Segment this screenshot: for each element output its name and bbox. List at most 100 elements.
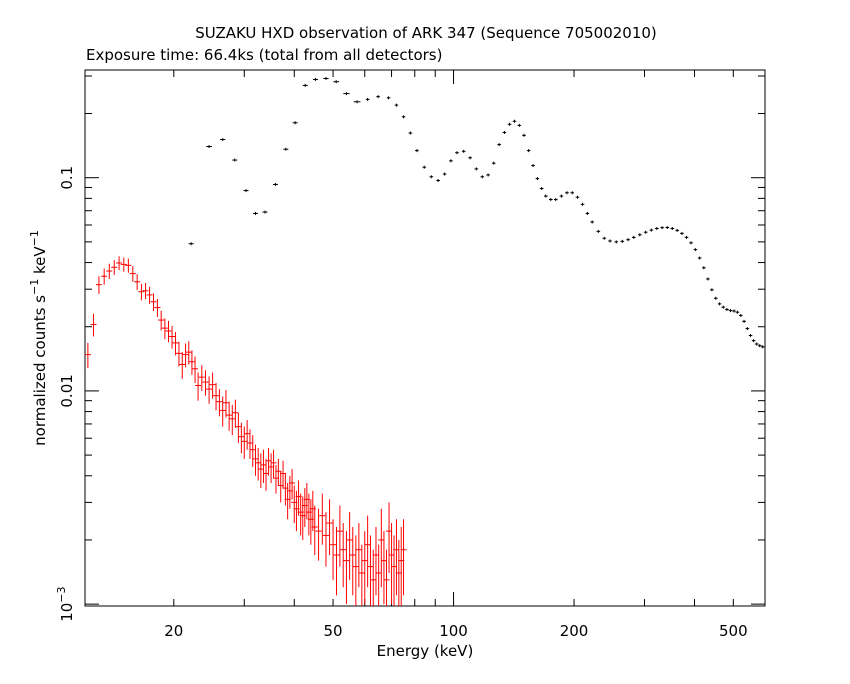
data-point [684, 235, 689, 239]
data-point [209, 372, 216, 399]
data-point [436, 179, 440, 183]
data-point [474, 167, 479, 171]
data-point [252, 444, 259, 476]
data-point [154, 298, 161, 318]
data-point [161, 318, 168, 340]
data-point [680, 231, 684, 235]
data-point [333, 527, 340, 596]
y-tick-exp-power: −3 [55, 586, 68, 602]
data-point [596, 229, 601, 233]
data-point [101, 268, 108, 285]
data-point [725, 307, 729, 311]
data-point [728, 309, 733, 313]
data-point [120, 257, 127, 272]
data-point [340, 523, 347, 588]
y-tick-label: 0.01 [58, 374, 76, 407]
data-point [721, 305, 726, 309]
data-point [343, 531, 350, 605]
data-point [757, 344, 762, 348]
data-point [649, 228, 654, 232]
data-series-layer [84, 76, 765, 606]
data-point [243, 189, 249, 193]
data-point [116, 256, 123, 271]
data-point [543, 194, 548, 198]
data-point [272, 182, 278, 186]
data-point [220, 138, 226, 142]
data-point [142, 282, 149, 300]
data-point [229, 404, 236, 436]
data-point [206, 376, 213, 404]
x-tick-label: 500 [719, 622, 748, 640]
data-point [244, 420, 251, 450]
data-point [346, 512, 353, 580]
data-point [710, 288, 714, 292]
data-point [638, 233, 642, 237]
data-point [626, 238, 630, 242]
x-axis-ticks [173, 70, 766, 606]
data-point [570, 191, 575, 195]
data-point [497, 143, 501, 147]
data-point [175, 341, 182, 367]
data-point [742, 319, 746, 323]
data-point [535, 177, 540, 181]
data-point [429, 175, 434, 179]
data-point [376, 95, 380, 99]
data-point [365, 97, 370, 101]
data-point [507, 122, 512, 126]
data-point [349, 527, 356, 596]
data-point [553, 198, 558, 202]
data-point [188, 242, 194, 246]
x-tick-label: 50 [324, 622, 343, 640]
data-point [697, 256, 702, 260]
data-point [732, 309, 736, 313]
data-point [202, 370, 209, 396]
data-point [401, 115, 406, 119]
y-axis-label-exp1: −1 [28, 279, 41, 295]
data-point [238, 422, 245, 454]
data-point [125, 258, 132, 273]
data-point [491, 161, 496, 165]
data-point [172, 331, 179, 356]
data-point [380, 531, 387, 605]
data-point [270, 449, 277, 479]
data-point [468, 156, 472, 160]
data-point [146, 286, 153, 304]
chart-subtitle: Exposure time: 66.4ks (total from all de… [86, 46, 442, 64]
data-point [748, 333, 753, 337]
data-point [265, 447, 272, 476]
data-point [226, 401, 233, 431]
data-point [370, 549, 377, 606]
data-point [150, 293, 157, 312]
data-point [539, 186, 544, 190]
data-point [422, 165, 427, 169]
y-tick-exp-base: 10 [58, 603, 76, 622]
data-point [232, 158, 238, 162]
data-point [257, 453, 264, 489]
data-point [364, 515, 371, 588]
data-point [565, 191, 569, 195]
data-point [608, 239, 612, 243]
data-point [643, 230, 648, 234]
y-axis-label-mid: keV [31, 246, 49, 279]
data-point [455, 151, 459, 155]
data-point [408, 131, 413, 135]
data-point [512, 119, 517, 123]
data-point [263, 458, 270, 491]
data-point [182, 343, 189, 368]
data-point [219, 396, 226, 427]
data-point [522, 133, 526, 137]
data-point [675, 228, 679, 232]
data-point [415, 149, 419, 153]
data-point [745, 327, 750, 331]
data-point [367, 535, 374, 606]
y-axis-label-exp2: −1 [28, 230, 41, 246]
data-point [198, 365, 205, 391]
data-point [386, 502, 393, 573]
data-point [760, 345, 765, 349]
data-point [158, 310, 165, 331]
data-point [602, 236, 607, 240]
data-point [322, 512, 329, 567]
data-series-1 [188, 76, 765, 349]
data-point [358, 544, 365, 606]
